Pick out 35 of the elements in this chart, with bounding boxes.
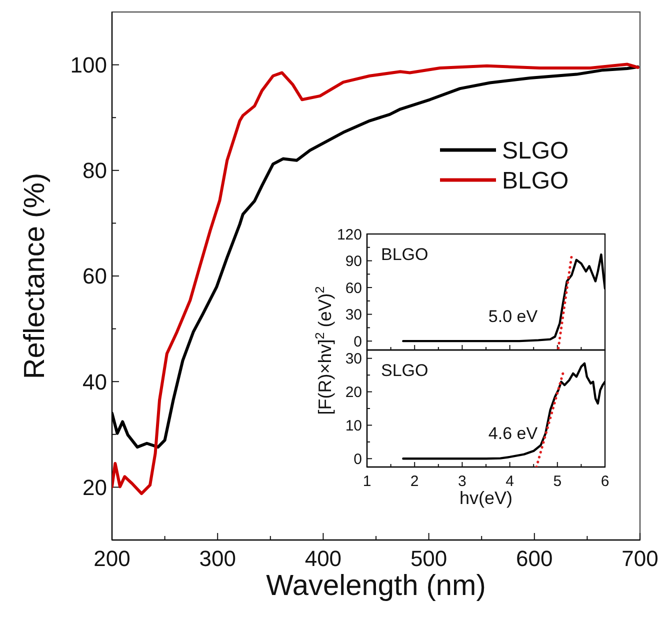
y-tick-label: 30 (345, 350, 362, 368)
x-tick-label: 300 (199, 546, 236, 571)
y-tick-label: 0 (354, 450, 362, 468)
x-tick-label: 200 (94, 546, 130, 571)
legend-label: BLGO (502, 167, 569, 194)
y-tick-label: 90 (345, 253, 362, 270)
x-tick-label: 600 (516, 546, 553, 571)
y-tick-label: 10 (345, 417, 362, 434)
y-tick-label: 30 (345, 306, 362, 324)
x-tick-label: 2 (410, 473, 419, 490)
y-tick-label: 100 (70, 52, 107, 78)
y-tick-label: 20 (82, 474, 107, 500)
y-tick-label: 120 (336, 226, 362, 244)
y-tick-label: 20 (345, 384, 362, 402)
annotation: 5.0 eV (488, 307, 538, 326)
y-tick-label: 60 (82, 264, 107, 289)
y-tick-label: 80 (82, 158, 107, 184)
annotation: BLGO (381, 245, 428, 264)
x-tick-label: 6 (600, 473, 610, 490)
x-tick-label: 400 (304, 546, 342, 571)
x-tick-label: 700 (622, 546, 658, 571)
x-tick-label: 500 (410, 546, 448, 571)
x-tick-label: 5 (553, 473, 562, 490)
x-tick-label: 1 (362, 473, 372, 490)
x-tick-label: 3 (458, 473, 466, 490)
x-axis-title: hv(eV) (459, 488, 513, 508)
x-axis-title: Wavelength (nm) (266, 570, 486, 602)
x-tick-label: 4 (506, 473, 514, 490)
y-axis-title: Reflectance (%) (19, 172, 51, 380)
annotation: SLGO (381, 361, 428, 380)
y-tick-label: 60 (345, 280, 362, 297)
y-tick-label: 40 (82, 369, 107, 394)
annotation: 4.6 eV (488, 424, 538, 443)
y-tick-label: 0 (354, 333, 362, 350)
legend-label: SLGO (502, 137, 569, 164)
